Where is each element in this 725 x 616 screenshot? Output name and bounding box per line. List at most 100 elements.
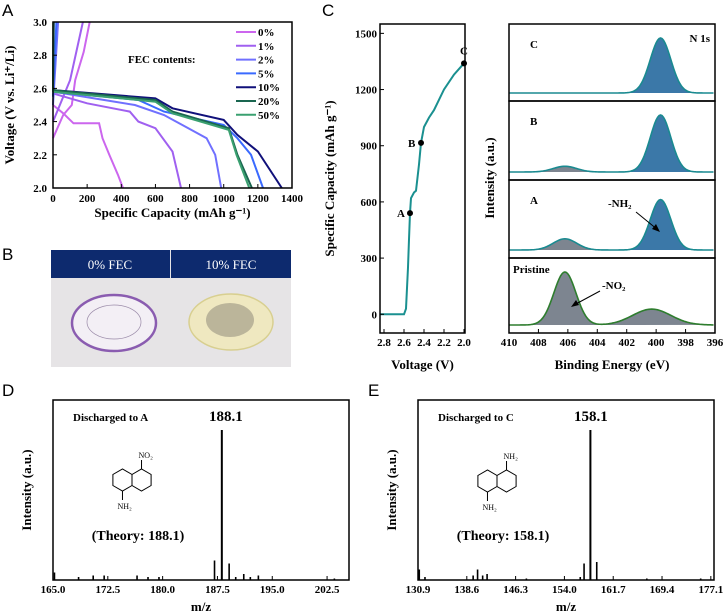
chart-a-y-tick-label: 2.0 — [33, 183, 47, 195]
capacity-voltage-curve — [380, 62, 465, 316]
substituent-bottom: NH₂ — [117, 502, 132, 511]
benzene-ring — [112, 468, 133, 492]
disc-inner-ring — [86, 304, 142, 340]
chart-c-left-x-tick-label: 2.8 — [377, 337, 391, 349]
chart-d-x-tick-label: 195.0 — [260, 584, 285, 596]
chart-a-x-tick-label: 600 — [147, 193, 164, 205]
chart-c-right-x-tick-label: 396 — [707, 337, 724, 349]
chart-e-x-tick-label: 138.6 — [454, 584, 479, 596]
substituent-top: NH₂ — [504, 452, 519, 461]
substituent-top: NO₂ — [139, 451, 154, 460]
chart-e-x-tick-label: 154.0 — [552, 584, 577, 596]
chart-c-left-y-tick-label: 600 — [361, 197, 378, 209]
marker-C — [461, 60, 467, 67]
marker-A — [407, 210, 413, 217]
chart-c-left-y-tick-label: 300 — [361, 253, 378, 265]
chart-c-left-x-tick-label: 2.2 — [437, 337, 451, 349]
arrow-head-nh2 — [652, 224, 660, 232]
peak-fill-nh2 — [509, 199, 714, 250]
substituent-bottom: NH₂ — [482, 503, 497, 512]
chart-e-frame — [417, 399, 715, 581]
chart-c-right-x-tick-label: 408 — [530, 337, 547, 349]
peak-fill-no2 — [509, 309, 714, 325]
chart-c-right-xlabel: Binding Energy (eV) — [555, 357, 670, 372]
chart-d-x-tick-label: 165.0 — [41, 584, 66, 596]
legend-title: FEC contents: — [128, 54, 196, 66]
chart-c-left-y-tick-label: 900 — [361, 141, 378, 153]
chart-c-left-ylabel: Specific Capacity (mAh g⁻¹) — [322, 100, 337, 256]
benzene-ring — [131, 468, 152, 492]
header-left — [51, 250, 170, 278]
fit-envelope — [508, 271, 714, 326]
panel-b-photo: 0% FEC 10% FEC — [51, 250, 291, 367]
chart-c-left-x-tick-label: 2.0 — [457, 337, 471, 349]
chart-c-right-x-tick-label: 410 — [501, 337, 518, 349]
chart-d-frame — [52, 399, 350, 581]
chart-a-x-tick-label: 1400 — [281, 193, 304, 205]
series-discharge-2% — [52, 90, 223, 189]
label-10-fec: 10% FEC — [206, 257, 257, 272]
marker-B — [418, 139, 424, 146]
peak-fill-nh2 — [509, 115, 714, 172]
chart-a-y-tick-label: 3.0 — [33, 17, 47, 29]
chart-d-theory: (Theory: 188.1) — [92, 529, 185, 544]
peak-fill-no2 — [509, 238, 714, 250]
chart-e-x-tick-label: 161.7 — [601, 584, 626, 596]
series-discharge-10% — [52, 89, 283, 189]
chart-c-left-x-tick-label: 2.6 — [397, 337, 411, 349]
xps-panel-label-A: A — [530, 195, 538, 207]
chart-d-title: Discharged to A — [73, 412, 148, 424]
chart-a-x-tick-label: 0 — [50, 193, 56, 205]
chart-e-ylabel: Intensity (a.u.) — [384, 449, 399, 530]
xps-spectrum-C — [509, 37, 714, 94]
header-right — [171, 250, 291, 278]
chart-c-right-x-tick-label: 406 — [560, 337, 577, 349]
chemical-structure-e: NH₂ NH₂ — [477, 452, 519, 512]
chart-a-frame — [52, 21, 293, 189]
chart-e-xlabel: m/z — [556, 599, 576, 614]
panel-label-e: E — [368, 381, 379, 400]
peak-fill-nh2 — [509, 38, 714, 93]
series-discharge-0% — [52, 104, 124, 189]
annotation-nh2: -NH₂ — [608, 198, 632, 210]
chart-c-right-x-tick-label: 404 — [589, 337, 606, 349]
chart-e-peak-label: 158.1 — [574, 409, 608, 425]
chart-e-x-tick-label: 146.3 — [503, 584, 528, 596]
chart-e-theory: (Theory: 158.1) — [457, 529, 550, 544]
xps-panel-frame — [508, 257, 716, 334]
chart-a-x-tick-label: 1200 — [247, 193, 270, 205]
legend-label-10%: 10% — [258, 82, 280, 94]
fit-envelope — [508, 198, 714, 251]
legend-label-20%: 20% — [258, 96, 280, 108]
marker-label-B: B — [408, 138, 416, 150]
xps-panel-label-B: B — [530, 116, 538, 128]
chart-c-left-x-tick-label: 2.4 — [417, 337, 431, 349]
chart-c-left-y-tick-label: 0 — [372, 309, 378, 321]
chart-e-x-tick-label: 169.4 — [650, 584, 675, 596]
series-discharge-50% — [52, 90, 251, 189]
legend-label-1%: 1% — [258, 41, 275, 53]
chart-e-x-tick-label: 177.1 — [698, 584, 723, 596]
chart-e-title: Discharged to C — [438, 412, 514, 424]
xps-spectrum-Pristine — [508, 271, 714, 326]
xps-panel-label-Pristine: Pristine — [513, 264, 550, 276]
chart-a-y-tick-label: 2.2 — [33, 150, 47, 162]
xps-panel-label-C: C — [530, 39, 538, 51]
marker-label-C: C — [460, 45, 468, 57]
chart-a-xlabel: Specific Capacity (mAh g⁻¹) — [94, 205, 250, 220]
peak-fill-no2 — [509, 166, 714, 172]
chart-a-x-tick-label: 800 — [181, 193, 198, 205]
chart-c-right-x-tick-label: 402 — [618, 337, 635, 349]
chart-c-right-ylabel: Intensity (a.u.) — [482, 137, 497, 218]
series-discharge-1% — [52, 92, 182, 189]
fit-envelope — [508, 114, 714, 173]
chart-a-series — [52, 21, 283, 189]
panel-label-b: B — [2, 245, 13, 264]
chemical-structure-d: NO₂ NH₂ — [112, 451, 154, 511]
chart-d-peak-label: 188.1 — [209, 409, 243, 425]
annotation-no2: -NO₂ — [602, 280, 626, 292]
legend-label-0%: 0% — [258, 27, 275, 39]
chart-c-left-frame — [379, 23, 466, 334]
benzene-ring — [477, 469, 498, 493]
